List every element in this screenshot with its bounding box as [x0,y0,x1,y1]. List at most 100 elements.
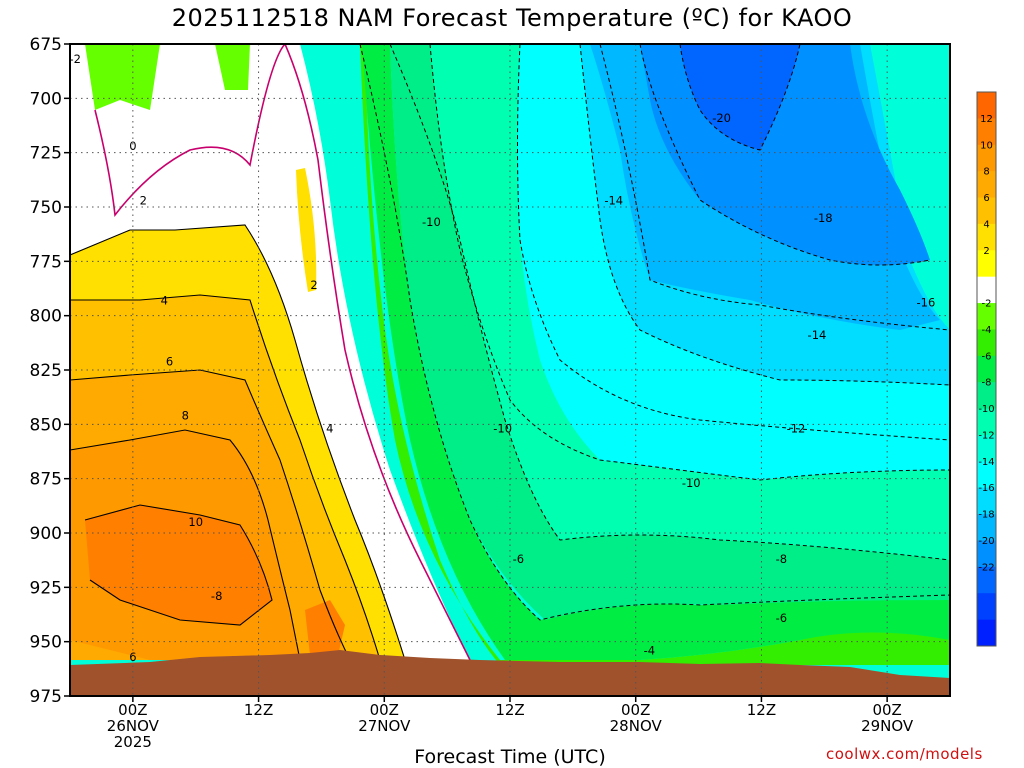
contour-label: -18 [814,211,833,225]
colorbar-swatch [977,223,996,251]
x-tick-label: 2025 [114,733,152,751]
x-tick-label: 00Z [370,701,399,719]
colorbar-swatch [977,118,996,146]
y-tick-label: 775 [30,252,62,272]
colorbar-swatch [977,487,996,515]
x-tick-label: 00Z [621,701,650,719]
contour-label: 6 [129,650,136,664]
colorbar-label: -2 [982,299,992,310]
colorbar-swatch [977,566,996,594]
contour-minus6 [359,44,950,621]
chart-title: 2025112518 NAM Forecast Temperature (ºC)… [171,4,853,32]
y-tick-label: 725 [30,144,62,164]
colorbar-swatch [977,171,996,199]
band-cyan-minus12 [517,44,950,480]
y-tick-label: 700 [30,89,62,109]
band-green-minus2 [85,44,250,110]
contour-8 [70,429,301,661]
contour-minus14 [579,44,950,386]
colorbar-swatch [977,408,996,436]
colorbar-label: -16 [978,483,994,494]
contour-label: -10 [493,422,512,436]
contour-label: -8 [211,589,222,603]
y-tick-label: 850 [30,415,62,435]
y-tick-label: 875 [30,470,62,490]
colorbar-swatch [977,92,996,119]
contour-labels: -20246810-8624-10-10-6-4-14-10-12-8-6-14… [70,52,936,664]
contour-label: 4 [326,422,333,436]
colorbar-label: -4 [982,325,992,336]
x-tick-label: 12Z [495,701,524,719]
x-tick-label: 28NOV [610,717,663,735]
y-tick-label: 950 [30,633,62,653]
contour-label: 4 [161,293,168,307]
colorbar-swatch [977,197,996,225]
contour-label: 8 [182,409,189,423]
contour-label: -20 [712,111,731,125]
x-tick-label: 12Z [747,701,776,719]
colorbar-label: -8 [982,378,992,389]
colorbar-swatch [977,250,996,278]
contour-minus10 [429,44,950,481]
band-orange-10 [85,505,345,655]
contour-4 [70,294,381,661]
y-axis: 675 700 725 750 775 800 825 850 875 900 925 950 975 [30,35,70,707]
x-tick-label: 00Z [118,701,147,719]
contour-minus20 [679,44,801,151]
colorbar-swatch [977,540,996,568]
colorbar-swatch [977,619,996,647]
colorbar-swatch [977,144,996,172]
x-tick-label: 12Z [244,701,273,719]
contour-minus18 [639,44,931,266]
contour-label: -10 [682,476,701,490]
contour-minus12 [517,44,950,441]
colorbar-swatch [977,276,996,304]
y-tick-label: 900 [30,524,62,544]
colorbar-swatch [977,329,996,357]
band-blue-minus20 [680,44,800,150]
x-tick-label: 27NOV [358,717,411,735]
contour-label: -4 [644,643,655,657]
y-tick-label: 750 [30,198,62,218]
contour-label: -16 [917,296,936,310]
credit-link[interactable]: coolwx.com/models [826,745,983,763]
x-tick-label: 26NOV [107,717,160,735]
colorbar-label: -18 [978,510,994,521]
colorbar-label: 10 [980,140,993,151]
contour-minus8 [389,44,950,561]
contour-label: -12 [787,422,806,436]
contour-label: -10 [422,215,441,229]
colorbar-swatch [977,514,996,541]
colorbar-label: -12 [978,430,994,441]
colorbar-label: 8 [983,167,989,178]
contour-6 [70,369,351,661]
colorbar-swatch [977,434,996,462]
colorbar-label: -22 [978,562,994,573]
colorbar-label: -14 [978,457,994,468]
contour-2 [70,224,406,661]
y-tick-label: 975 [30,687,62,707]
contour-label: 10 [188,515,203,529]
y-tick-label: 925 [30,578,62,598]
colorbar-label: -20 [978,536,994,547]
y-tick-label: 825 [30,361,62,381]
colorbar-swatch [977,355,996,383]
contour-10 [84,504,273,626]
colorbar-frame [976,91,997,647]
band-aqua-minus10 [430,44,950,560]
colorbar-swatch [977,303,996,330]
colorbar-label: 6 [983,193,989,204]
contour-label: -6 [513,552,524,566]
contour-label: -2 [70,52,81,66]
x-axis-title: Forecast Time (UTC) [414,746,606,768]
colorbar-swatch [977,382,996,410]
x-tick-label: 00Z [872,701,901,719]
colorbar-swatch [977,461,996,489]
colorbar-label: 12 [980,114,993,125]
contour-label: -14 [604,193,623,207]
terrain [70,650,950,696]
contour-label: 2 [140,193,147,207]
